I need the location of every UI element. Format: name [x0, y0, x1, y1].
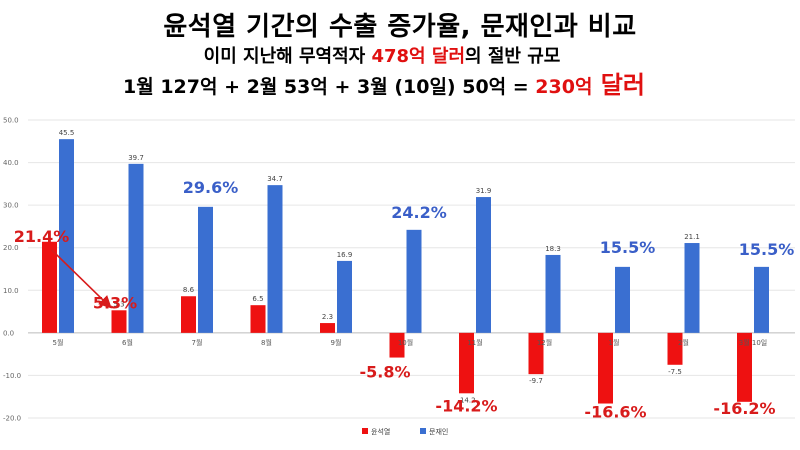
bar-moon	[406, 229, 422, 333]
x-tick-label: 7월	[192, 338, 203, 347]
data-label: 8.6	[183, 286, 195, 294]
subtitle-monthly-sum: 1월 127억 + 2월 53억 + 3월 (10일) 50억 = 230억 달…	[0, 65, 784, 100]
annotation-label: 24.2%	[391, 203, 447, 222]
data-label: 34.7	[267, 175, 283, 183]
y-tick-label: -20.0	[3, 415, 21, 423]
bar-yoon	[389, 332, 405, 358]
x-tick-label: 8월	[261, 338, 272, 347]
y-tick-label: 10.0	[3, 287, 19, 295]
x-tick-label: 2월	[678, 338, 689, 347]
legend-label: 문재인	[429, 427, 448, 436]
bar-moon	[754, 266, 769, 333]
bar-yoon	[320, 323, 335, 333]
bar-moon	[128, 163, 144, 333]
bar-moon	[59, 139, 74, 333]
bar-moon	[545, 254, 561, 333]
legend-swatch	[420, 428, 426, 434]
trend-arrow	[50, 249, 112, 309]
y-tick-label: 50.0	[3, 117, 19, 125]
y-tick-label: 20.0	[3, 244, 19, 252]
data-label: 31.9	[476, 187, 492, 195]
y-tick-label: 0.0	[3, 329, 14, 337]
bar-yoon	[459, 332, 474, 394]
legend-swatch	[362, 428, 368, 434]
x-tick-label: 9월	[331, 338, 342, 347]
x-tick-label: 6월	[122, 338, 133, 347]
x-tick-label: 12월	[537, 338, 552, 347]
annotation-label: -14.2%	[435, 396, 497, 415]
data-label: -9.7	[529, 377, 543, 385]
subtitle-2-pre: 1월 127억 + 2월 53억 + 3월 (10일) 50억 =	[123, 76, 536, 98]
subtitle-trade-deficit: 이미 지난해 무역적자 478억 달러의 절반 규모	[0, 42, 782, 68]
data-label: -7.5	[668, 368, 682, 376]
data-label: 39.7	[128, 154, 144, 162]
data-labels: 5.3 8.6 6.5 2.3 -14.2 -9.7 -7.5 45.5 39.7 34.7 16.…	[59, 129, 700, 404]
annotation-label: 21.4%	[14, 227, 70, 246]
annotation-label: -5.8%	[359, 363, 410, 382]
x-tick-label: 1월	[609, 338, 620, 347]
x-tick-label: 10월	[398, 338, 413, 347]
x-tick-label: 5월	[53, 338, 64, 347]
subtitle-2-total: 230억	[535, 76, 593, 98]
data-label: 21.1	[684, 233, 700, 241]
gridlines	[28, 119, 795, 419]
data-label: 16.9	[337, 251, 353, 259]
data-label: 45.5	[59, 129, 75, 137]
subtitle-1-highlight: 478억 달러	[371, 46, 466, 67]
page-title: 윤석열 기간의 수출 증가율, 문재인과 비교	[163, 12, 637, 42]
data-label: 5.3	[113, 300, 124, 308]
bars	[42, 139, 769, 404]
data-label: 18.3	[545, 245, 561, 253]
bar-moon	[684, 243, 700, 333]
bar-yoon	[250, 305, 266, 333]
bar-yoon	[528, 332, 544, 375]
bar-moon	[198, 206, 213, 333]
bar-yoon	[598, 332, 613, 404]
y-tick-label: 30.0	[3, 202, 19, 210]
annotation-label: -16.2%	[713, 399, 775, 418]
annotations: 21.4%5.3%29.6%24.2%-5.8%15.5%-14.2% -16.6…	[14, 178, 795, 422]
x-tick-label: 11월	[467, 338, 482, 347]
data-label: 6.5	[252, 295, 263, 303]
legend-label: 윤석열	[371, 427, 390, 436]
bar-yoon	[111, 310, 127, 333]
y-tick-label: 40.0	[3, 159, 19, 167]
subtitle-2-unit: 달러	[592, 71, 645, 99]
data-label: 2.3	[322, 313, 333, 321]
y-tick-label: -10.0	[3, 372, 21, 380]
annotation-label: -16.6%	[584, 403, 646, 422]
annotation-label: 15.5%	[739, 240, 795, 259]
bar-moon	[337, 260, 352, 333]
bar-moon	[267, 185, 283, 333]
bar-moon	[476, 197, 491, 333]
annotation-label: 15.5%	[600, 238, 656, 257]
data-label: -14.2	[457, 396, 475, 404]
axes: 50.0 40.0 30.0 20.0 10.0 0.0 -10.0 -20.0 5월 6월 7월 8…	[3, 117, 767, 423]
bar-yoon	[42, 241, 57, 333]
bar-yoon	[737, 332, 752, 402]
annotation-label: 29.6%	[183, 178, 239, 197]
bar-yoon	[667, 332, 683, 365]
bar-yoon	[181, 296, 196, 333]
subtitle-1-post: 의 절반 규모	[465, 46, 561, 67]
x-tick-label: 3월 10일	[739, 338, 767, 347]
bar-moon	[615, 266, 630, 333]
subtitle-1-pre: 이미 지난해 무역적자	[203, 46, 372, 67]
legend: 윤석열 문재인	[362, 427, 448, 436]
